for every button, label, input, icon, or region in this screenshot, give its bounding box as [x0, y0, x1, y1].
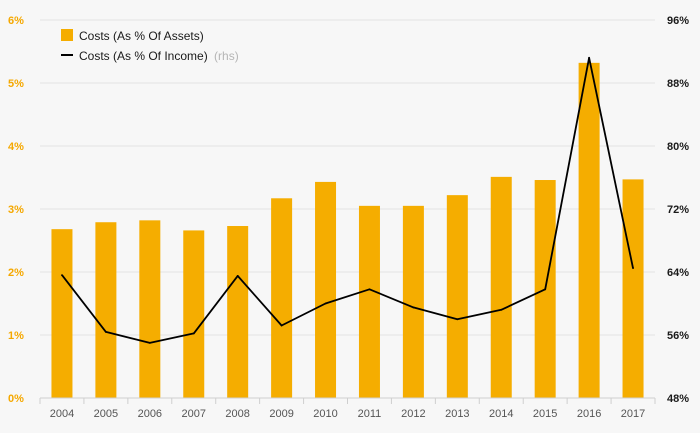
line-point	[544, 288, 547, 291]
bar	[139, 220, 161, 398]
line-point	[61, 274, 63, 277]
bar	[578, 62, 600, 399]
legend-swatch-assets	[61, 29, 73, 41]
x-tick-label: 2010	[313, 408, 337, 420]
x-tick-label: 2017	[621, 408, 645, 420]
x-tick-label: 2009	[269, 408, 293, 420]
bar	[358, 205, 380, 398]
x-tick-label: 2014	[489, 408, 513, 420]
gridlines	[40, 19, 655, 336]
bar	[490, 176, 512, 398]
x-axis: 2004 2005 2006 2007 2008 2009 2010 2011 2012 2013…	[39, 397, 656, 420]
left-tick-label: 0%	[8, 393, 24, 405]
x-tick-label: 2004	[50, 408, 74, 420]
line-point	[588, 56, 591, 59]
left-tick-label: 6%	[8, 15, 24, 27]
left-tick-label: 4%	[8, 141, 24, 153]
right-tick-label: 72%	[667, 204, 689, 216]
left-tick-label: 2%	[8, 267, 24, 279]
right-tick-label: 48%	[667, 393, 689, 405]
left-tick-label: 5%	[8, 78, 24, 90]
svg-text:Costs (As % Of Income) (: Costs (As % Of Income) (rhs)	[79, 49, 239, 63]
x-tick-label: 2005	[94, 408, 118, 420]
bar	[271, 198, 293, 398]
legend-label-assets: Costs (As % Of Assets)	[79, 29, 204, 43]
bar	[95, 222, 117, 398]
right-tick-label: 64%	[667, 267, 689, 279]
x-tick-label: 2006	[138, 408, 162, 420]
line-point	[192, 332, 195, 335]
left-tick-label: 1%	[8, 330, 24, 342]
line-point	[456, 318, 459, 321]
line-series	[61, 56, 634, 344]
x-tick-label: 2015	[533, 408, 557, 420]
right-tick-label: 80%	[667, 141, 689, 153]
bar-series	[51, 62, 644, 399]
line-point	[368, 288, 371, 291]
right-axis: 48% 56% 64% 72% 80% 88% 96%	[667, 15, 689, 405]
line-point	[412, 306, 415, 309]
legend: Costs (As % Of Assets) Costs (As % Of In…	[61, 29, 239, 63]
bar	[183, 230, 205, 398]
x-tick-label: 2008	[225, 408, 249, 420]
income-line	[61, 56, 634, 344]
legend-label-rhs: (rhs)	[214, 49, 239, 63]
bar	[622, 179, 644, 398]
x-tick-label: 2016	[577, 408, 601, 420]
left-axis: 0% 1% 2% 3% 4% 5% 6%	[8, 15, 24, 405]
legend-label-income: Costs (As % Of Income)	[79, 49, 208, 63]
bar	[227, 226, 249, 398]
line-point	[280, 324, 283, 327]
x-tick-label: 2012	[401, 408, 425, 420]
line-point	[500, 308, 503, 311]
x-tick-label: 2011	[358, 408, 382, 420]
bar	[446, 195, 468, 398]
x-tick-label: 2013	[445, 408, 469, 420]
bar	[402, 205, 424, 398]
line-point	[148, 341, 151, 344]
line-point	[632, 267, 634, 269]
right-tick-label: 56%	[667, 330, 689, 342]
line-point	[236, 275, 239, 277]
bar	[315, 181, 337, 398]
right-tick-label: 96%	[667, 15, 689, 27]
left-tick-label: 3%	[8, 204, 24, 216]
line-point	[104, 330, 107, 333]
bar	[51, 229, 73, 398]
right-tick-label: 88%	[667, 78, 689, 90]
line-point	[324, 302, 327, 305]
x-tick-label: 2007	[182, 408, 206, 420]
